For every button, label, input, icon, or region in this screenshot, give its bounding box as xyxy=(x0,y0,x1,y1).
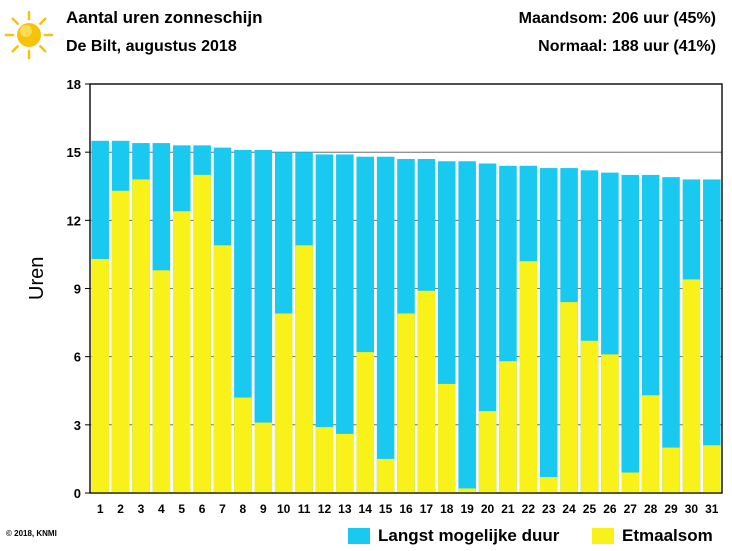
y-tick-label-3: 3 xyxy=(74,418,81,433)
bar-actual-day-30 xyxy=(682,279,701,493)
x-tick-label-16: 16 xyxy=(399,502,413,516)
bar-actual-day-27 xyxy=(621,472,640,493)
legend-label-max: Langst mogelijke duur xyxy=(378,526,560,545)
legend-swatch-max xyxy=(348,528,370,544)
x-tick-label-10: 10 xyxy=(277,502,291,516)
x-tick-label-29: 29 xyxy=(664,502,678,516)
bar-actual-day-2 xyxy=(111,190,130,494)
bar-actual-day-10 xyxy=(274,313,293,493)
y-tick-label-12: 12 xyxy=(67,213,81,228)
bar-actual-day-9 xyxy=(254,422,273,493)
chart-subtitle: De Bilt, augustus 2018 xyxy=(66,38,237,55)
bar-actual-day-13 xyxy=(336,433,354,493)
bar-max-day-9 xyxy=(254,149,273,493)
x-tick-label-15: 15 xyxy=(379,502,393,516)
plot-border xyxy=(89,83,723,494)
bar-max-day-20 xyxy=(478,163,497,493)
x-tick-label-26: 26 xyxy=(603,502,617,516)
x-tick-label-3: 3 xyxy=(138,502,145,516)
bar-actual-day-25 xyxy=(580,340,599,493)
legend-item-actual: Etmaalsom xyxy=(592,526,713,546)
bar-max-day-12 xyxy=(315,154,334,493)
x-tick-label-8: 8 xyxy=(240,502,247,516)
x-tick-label-23: 23 xyxy=(542,502,556,516)
x-tick-label-5: 5 xyxy=(178,502,185,516)
y-tick-label-9: 9 xyxy=(74,282,81,297)
bar-actual-day-26 xyxy=(601,354,619,493)
bar-actual-day-8 xyxy=(234,397,252,493)
bar-actual-day-14 xyxy=(356,352,374,493)
bar-max-day-13 xyxy=(336,154,354,493)
bar-actual-day-18 xyxy=(438,383,456,493)
x-tick-label-20: 20 xyxy=(481,502,495,516)
legend-label-actual: Etmaalsom xyxy=(622,526,713,545)
x-tick-label-28: 28 xyxy=(644,502,658,516)
bar-actual-day-28 xyxy=(641,395,660,493)
x-tick-label-11: 11 xyxy=(298,502,311,516)
bar-actual-day-16 xyxy=(397,313,415,493)
bar-actual-day-12 xyxy=(315,427,334,493)
y-tick-label-0: 0 xyxy=(74,486,81,501)
bar-actual-day-7 xyxy=(213,245,232,493)
x-tick-label-9: 9 xyxy=(260,502,267,516)
x-tick-label-1: 1 xyxy=(97,502,104,516)
normaal-stat: Normaal: 188 uur (41%) xyxy=(538,38,716,55)
bar-actual-day-29 xyxy=(662,447,680,493)
bar-actual-day-1 xyxy=(91,258,109,493)
bar-actual-day-22 xyxy=(519,261,538,493)
bar-actual-day-5 xyxy=(172,211,191,493)
y-tick-label-15: 15 xyxy=(67,145,81,160)
bar-max-day-27 xyxy=(621,174,640,493)
copyright: © 2018, KNMI xyxy=(6,529,57,538)
x-tick-label-6: 6 xyxy=(199,502,206,516)
x-tick-label-22: 22 xyxy=(522,502,536,516)
x-tick-label-21: 21 xyxy=(501,502,515,516)
bar-max-day-19 xyxy=(458,161,476,493)
bar-actual-day-15 xyxy=(376,458,395,493)
bar-max-day-29 xyxy=(662,177,680,493)
bar-actual-day-20 xyxy=(478,411,497,493)
x-tick-label-2: 2 xyxy=(117,502,124,516)
x-tick-label-14: 14 xyxy=(359,502,373,516)
bar-max-day-15 xyxy=(376,156,395,493)
x-tick-label-4: 4 xyxy=(158,502,165,516)
bar-actual-day-6 xyxy=(193,174,211,493)
x-tick-label-31: 31 xyxy=(705,502,719,516)
x-tick-label-30: 30 xyxy=(685,502,699,516)
bar-actual-day-11 xyxy=(295,245,313,493)
x-tick-label-18: 18 xyxy=(440,502,454,516)
x-tick-label-17: 17 xyxy=(420,502,434,516)
bar-actual-day-24 xyxy=(560,302,578,493)
x-tick-label-24: 24 xyxy=(562,502,576,516)
maandsom-stat: Maandsom: 206 uur (45%) xyxy=(518,10,716,27)
x-tick-label-27: 27 xyxy=(624,502,638,516)
bar-actual-day-21 xyxy=(499,361,517,493)
bar-max-day-31 xyxy=(703,179,721,493)
x-tick-label-7: 7 xyxy=(219,502,226,516)
x-tick-label-19: 19 xyxy=(460,502,474,516)
x-tick-label-25: 25 xyxy=(583,502,597,516)
sun-icon xyxy=(4,10,54,60)
bar-actual-day-3 xyxy=(132,179,150,493)
legend-swatch-actual xyxy=(592,528,614,544)
x-tick-label-13: 13 xyxy=(338,502,352,516)
bar-actual-day-19 xyxy=(458,488,476,493)
bar-actual-day-23 xyxy=(539,477,558,493)
chart-title: Aantal uren zonneschijn xyxy=(66,8,263,27)
bar-actual-day-31 xyxy=(703,445,721,493)
bar-max-day-23 xyxy=(539,168,558,494)
y-tick-label-18: 18 xyxy=(67,77,81,92)
bar-actual-day-17 xyxy=(417,290,436,493)
x-tick-label-12: 12 xyxy=(318,502,332,516)
legend-item-max: Langst mogelijke duur xyxy=(348,526,559,546)
y-tick-label-6: 6 xyxy=(74,350,81,365)
bar-actual-day-4 xyxy=(152,270,171,493)
